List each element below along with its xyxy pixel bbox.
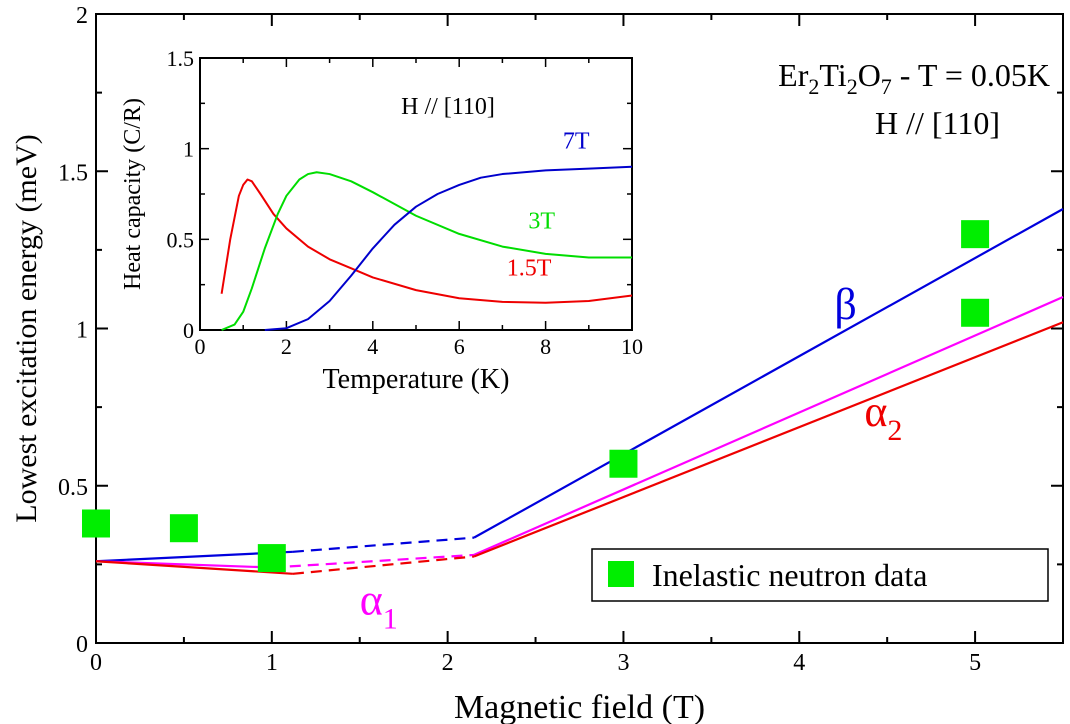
main-title: Er2Ti2O7 - T = 0.05K [778, 57, 1050, 99]
inset-y-tick-label: 1 [183, 137, 194, 162]
inset-y-tick-label: 0 [183, 318, 194, 343]
inset-x-tick-label: 10 [621, 334, 643, 359]
main-y-axis-label: Lowest excitation energy (meV) [10, 134, 43, 522]
main-data-point [169, 514, 198, 543]
inset-curve-label-3T: 3T [528, 208, 555, 234]
series-label-symbol: β [834, 280, 856, 329]
main-data-point [257, 544, 286, 573]
series-label-subscript: 2 [887, 414, 902, 447]
main-data-point [609, 449, 638, 478]
series-label-symbol: α [864, 387, 887, 436]
main-data-point [961, 298, 990, 327]
main-x-tick-label: 2 [442, 650, 454, 676]
main-subtitle: H // [110] [875, 105, 1000, 141]
main-x-tick-label: 0 [90, 650, 102, 676]
inset-curve-label-7T: 7T [563, 129, 590, 155]
main-series-label-α1: α1 [360, 576, 398, 636]
main-x-tick-label: 3 [617, 650, 629, 676]
legend-label: Inelastic neutron data [652, 557, 927, 593]
main-line-α2-dashed [292, 555, 475, 575]
inset-annotation: H // [110] [401, 94, 495, 120]
main-y-tick-label: 1 [76, 318, 88, 344]
main-x-axis-label: Magnetic field (T) [454, 689, 705, 724]
main-y-tick-label: 0 [76, 632, 88, 658]
inset-x-tick-label: 4 [367, 334, 378, 359]
main-line-β-dashed [292, 536, 475, 553]
inset-curve-label-1.5T: 1.5T [507, 256, 552, 282]
main-data-point [82, 509, 110, 538]
main-y-tick-label: 1.5 [58, 160, 88, 186]
main-y-tick-label: 0.5 [58, 475, 88, 501]
main-x-tick-label: 4 [793, 650, 805, 676]
inset-x-tick-label: 0 [195, 334, 206, 359]
inset-curve-1.5T [220, 178, 633, 304]
title-subscript: 7 [881, 74, 892, 99]
main-data-point [961, 220, 990, 249]
title-subscript: 2 [808, 74, 819, 99]
main-y-tick-label: 2 [76, 3, 88, 29]
title-text: Er [778, 57, 809, 93]
title-subscript: 2 [847, 74, 858, 99]
inset-y-axis-label: Heat capacity (C/R) [120, 98, 146, 290]
inset-x-tick-label: 6 [454, 334, 465, 359]
main-series-label-β: β [834, 280, 856, 329]
inset-x-tick-label: 8 [540, 334, 551, 359]
series-label-symbol: α [360, 576, 383, 625]
inset-plot-frame [199, 57, 633, 331]
main-line-α1-dashed [271, 553, 475, 569]
inset-y-tick-label: 0.5 [167, 227, 195, 252]
inset-curve-3T [221, 171, 632, 331]
inset-curve-7T [264, 165, 633, 331]
title-text: O [858, 57, 881, 93]
main-line-α1-high [473, 296, 1064, 556]
title-text: Ti [819, 57, 846, 93]
legend-box [591, 548, 1049, 602]
main-line-β-high [473, 208, 1064, 539]
main-x-tick-label: 5 [969, 650, 981, 676]
series-label-subscript: 1 [383, 603, 398, 636]
main-x-tick-label: 1 [266, 650, 278, 676]
main-series-label-α2: α2 [864, 387, 902, 447]
inset-x-axis-label: Temperature (K) [323, 364, 510, 395]
title-text: - T = 0.05K [892, 57, 1050, 93]
inset-x-tick-label: 2 [281, 334, 292, 359]
main-line-α2-high [473, 321, 1064, 558]
inset-y-tick-label: 1.5 [167, 46, 195, 71]
legend-marker [608, 561, 634, 587]
